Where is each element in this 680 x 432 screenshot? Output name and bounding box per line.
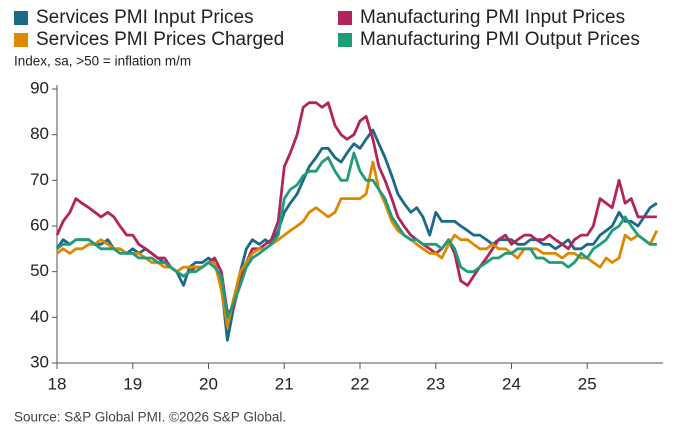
y-tick-label: 40: [30, 307, 49, 326]
y-tick-label: 30: [30, 352, 49, 371]
x-tick-label: 19: [123, 374, 142, 393]
x-tick-label: 23: [426, 374, 445, 393]
legend-label: Services PMI Input Prices: [36, 7, 254, 28]
series-line: [56, 151, 657, 319]
x-tick-label: 25: [578, 374, 597, 393]
legend-swatch: [338, 11, 352, 25]
series-line: [56, 160, 659, 328]
legend-swatch: [14, 33, 28, 47]
series-line: [55, 101, 657, 315]
source: Source: S&P Global PMI. ©2026 S&P Global…: [14, 410, 286, 425]
legend-label: Services PMI Prices Charged: [36, 29, 284, 50]
y-tick-label: 60: [30, 215, 49, 234]
y-tick-label: 80: [30, 124, 49, 143]
y-tick-label: 70: [30, 170, 49, 189]
x-tick-label: 18: [48, 374, 67, 393]
y-tick-label: 50: [30, 261, 49, 280]
legend-swatch: [338, 33, 352, 47]
legend-label: Manufacturing PMI Input Prices: [360, 7, 625, 28]
x-tick-label: 22: [351, 374, 370, 393]
x-tick-label: 24: [502, 374, 521, 393]
x-tick-label: 20: [199, 374, 218, 393]
axis-note: Index, sa, >50 = inflation m/m: [14, 54, 191, 69]
x-tick-label: 21: [275, 374, 294, 393]
legend-label: Manufacturing PMI Output Prices: [360, 29, 640, 50]
y-tick-label: 90: [30, 78, 49, 97]
legend-swatch: [14, 11, 28, 25]
